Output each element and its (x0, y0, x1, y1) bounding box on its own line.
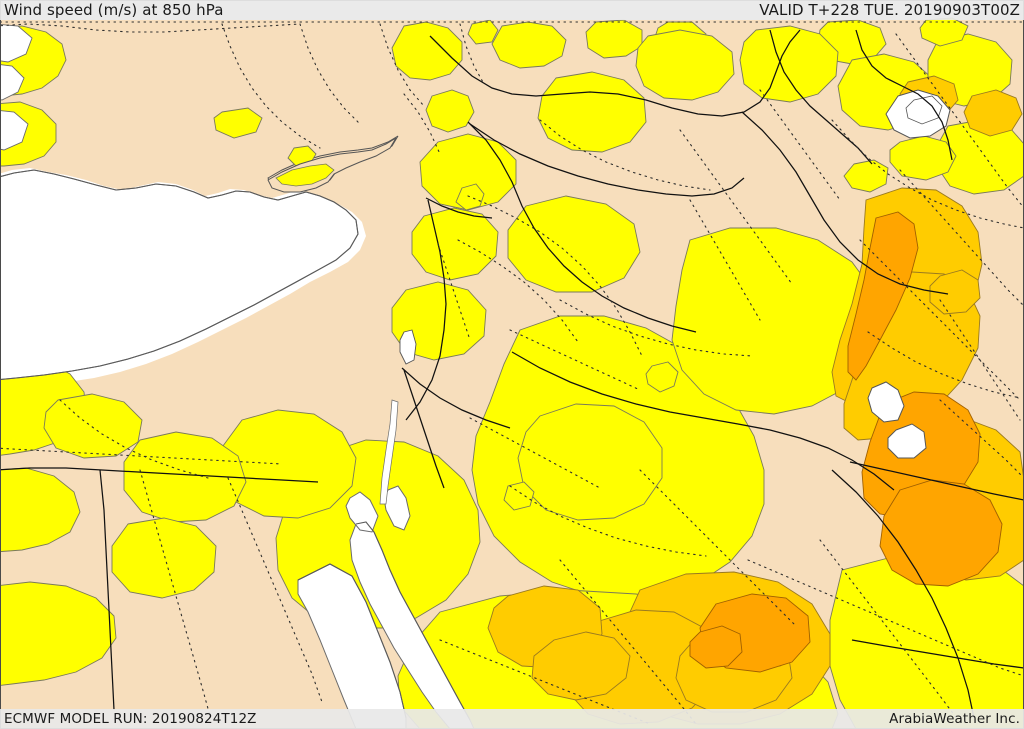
country-border-layer (0, 29, 1024, 719)
wind-level-3-orange (689, 211, 1003, 673)
coastline-layer (0, 169, 471, 721)
admin-boundary-layer (0, 21, 1024, 725)
